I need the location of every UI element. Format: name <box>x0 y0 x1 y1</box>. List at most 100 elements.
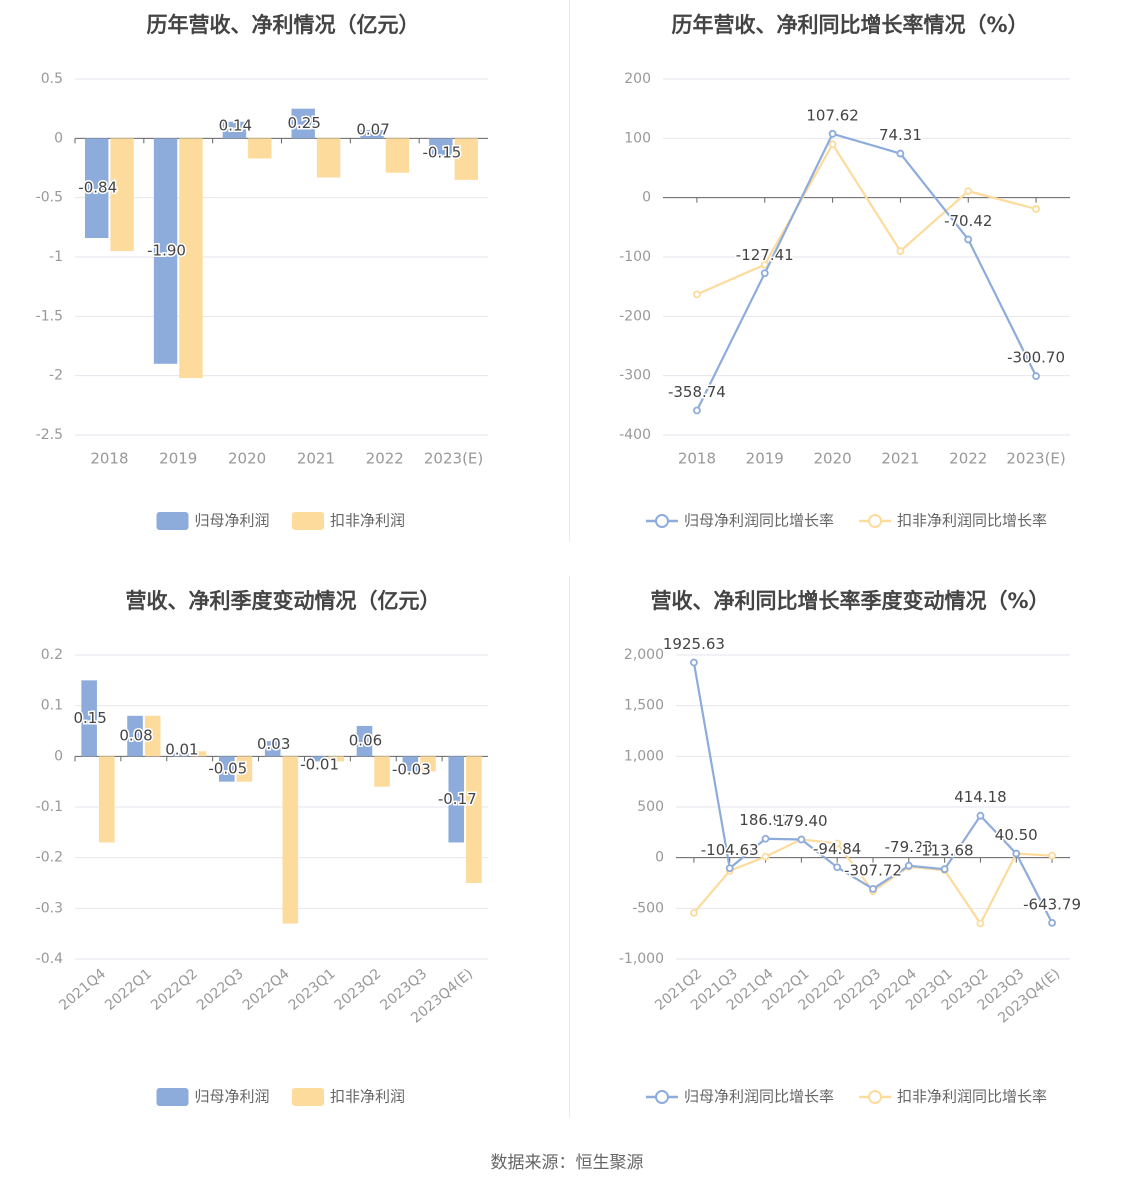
x-tick-label: 2019 <box>746 450 784 468</box>
x-tick-label: 2021 <box>881 450 919 468</box>
line-point <box>1032 372 1040 380</box>
y-tick-label: 100 <box>624 130 651 146</box>
line-value-label: -104.63 <box>701 841 759 859</box>
line-point <box>896 149 905 158</box>
bar-deducted-net-profit <box>385 138 410 173</box>
bar-deducted-net-profit <box>144 715 161 757</box>
bar-parent-net-profit <box>85 138 109 239</box>
x-tick-label: 2021 <box>297 450 335 468</box>
x-tick-label: 2020 <box>813 450 851 468</box>
line-value-label: 179.40 <box>775 812 828 830</box>
legend-swatch-marker <box>868 514 882 528</box>
bar-deducted-net-profit <box>110 138 134 252</box>
legend-swatch <box>292 1088 324 1106</box>
bar-value-label: 0.01 <box>165 740 198 758</box>
quarterly-growth-chart: 营收、净利同比增长率季度变动情况（%） 2,000 1,500 1,000 500 0 -5… <box>619 589 1083 1106</box>
bar-deducted-net-profit <box>248 138 272 159</box>
line-point <box>690 908 698 917</box>
legend-label: 扣非净利润同比增长率 <box>897 1088 1047 1106</box>
line-point <box>1048 851 1056 860</box>
y-tick-label: -200 <box>619 308 651 324</box>
bar-parent-net-profit <box>310 756 327 762</box>
y-tick-label: 0 <box>54 748 63 764</box>
line-point <box>896 247 905 255</box>
y-tick-label: -0.1 <box>36 799 63 815</box>
line-point <box>1048 919 1056 927</box>
bar-value-label: -1.90 <box>147 242 186 260</box>
y-tick-label: -0.2 <box>36 850 63 866</box>
bar-parent-net-profit <box>219 756 235 782</box>
line-value-label: -113.68 <box>916 842 974 860</box>
line-point <box>693 406 701 415</box>
legend-swatch <box>156 512 189 530</box>
line-point <box>976 919 985 928</box>
bar-deducted-net-profit <box>316 138 341 178</box>
vertical-divider-top <box>569 0 570 542</box>
y-tick-label: 0 <box>655 850 664 866</box>
annual-profit-title: 历年营收、净利情况（亿元） <box>147 13 420 37</box>
y-tick-label: -1.5 <box>36 308 63 324</box>
line-point <box>760 269 769 278</box>
x-tick-label: 2022Q2 <box>148 966 201 1014</box>
vertical-divider-bottom <box>569 576 570 1118</box>
legend-label: 归母净利润 <box>195 512 270 530</box>
x-tick-label: 2018 <box>90 450 128 468</box>
legend-swatch <box>156 1088 189 1106</box>
quarterly-profit-chart: 营收、净利季度变动情况（亿元）0.20.10-0.1-0.2-0.3-0.420… <box>36 589 488 1106</box>
x-tick-label: 2022 <box>366 450 404 468</box>
bar-parent-net-profit <box>291 108 315 139</box>
y-tick-label: 0.5 <box>41 71 63 87</box>
series-line-parent <box>695 132 1038 412</box>
y-tick-label: -300 <box>619 368 651 384</box>
x-tick-label: 2023(E) <box>1006 450 1065 468</box>
bar-deducted-net-profit <box>98 756 115 843</box>
y-tick-label: 0.2 <box>41 647 63 663</box>
line-value-label: -94.84 <box>813 840 861 858</box>
bar-deducted-net-profit <box>179 138 203 379</box>
y-tick-label: 0 <box>642 190 651 206</box>
annual-growth-chart: 历年营收、净利同比增长率情况（%） 200 100 0 -100 -200 -300 -400… <box>619 13 1070 530</box>
x-tick-label: 2021Q4 <box>56 966 109 1014</box>
line-point <box>940 865 949 874</box>
y-tick-label: -400 <box>619 427 651 443</box>
y-tick-label: 500 <box>637 799 664 815</box>
line-point <box>690 658 698 667</box>
bar-value-label: 0.25 <box>288 114 321 132</box>
x-tick-label: 2023Q2 <box>332 966 385 1014</box>
x-tick-label: 2018 <box>678 450 716 468</box>
line-point <box>761 834 770 843</box>
bar-deducted-net-profit <box>328 756 344 762</box>
bar-value-label: 0.14 <box>219 117 252 135</box>
x-tick-label: 2019 <box>159 450 197 468</box>
line-point <box>964 187 973 196</box>
bar-parent-net-profit <box>402 756 419 772</box>
line-value-label: 40.50 <box>995 826 1038 844</box>
line-point <box>828 140 837 149</box>
line-value-label: -358.74 <box>668 383 726 401</box>
bar-parent-net-profit <box>81 680 97 757</box>
x-tick-label: 2023(E) <box>424 450 483 468</box>
annual-growth-title: 历年营收、净利同比增长率情况（%） <box>671 13 1028 37</box>
bar-parent-net-profit <box>153 138 178 364</box>
bar-value-label: 0.08 <box>119 727 152 745</box>
bar-value-label: 0.15 <box>73 709 106 727</box>
legend-label: 归母净利润同比增长率 <box>684 512 834 530</box>
bar-deducted-net-profit <box>190 751 207 757</box>
bar-deducted-net-profit <box>374 756 390 787</box>
x-tick-label: 2022Q3 <box>194 966 247 1014</box>
legend-swatch-marker <box>655 514 669 528</box>
line-value-label: -127.41 <box>736 246 794 264</box>
line-point <box>964 235 973 244</box>
line-value-label: 74.31 <box>879 126 922 144</box>
line-point <box>833 839 842 848</box>
bar-deducted-net-profit <box>282 756 299 924</box>
y-tick-label: 1,500 <box>624 698 664 714</box>
bar-parent-net-profit <box>264 741 281 757</box>
y-tick-label: 200 <box>624 71 651 87</box>
line-point <box>725 864 734 873</box>
bar-parent-net-profit <box>448 756 465 843</box>
line-value-label: 1925.63 <box>663 635 725 653</box>
bar-value-label: -0.03 <box>392 760 431 778</box>
bar-value-label: 0.03 <box>257 735 290 753</box>
x-tick-label: 2022Q1 <box>102 966 155 1014</box>
